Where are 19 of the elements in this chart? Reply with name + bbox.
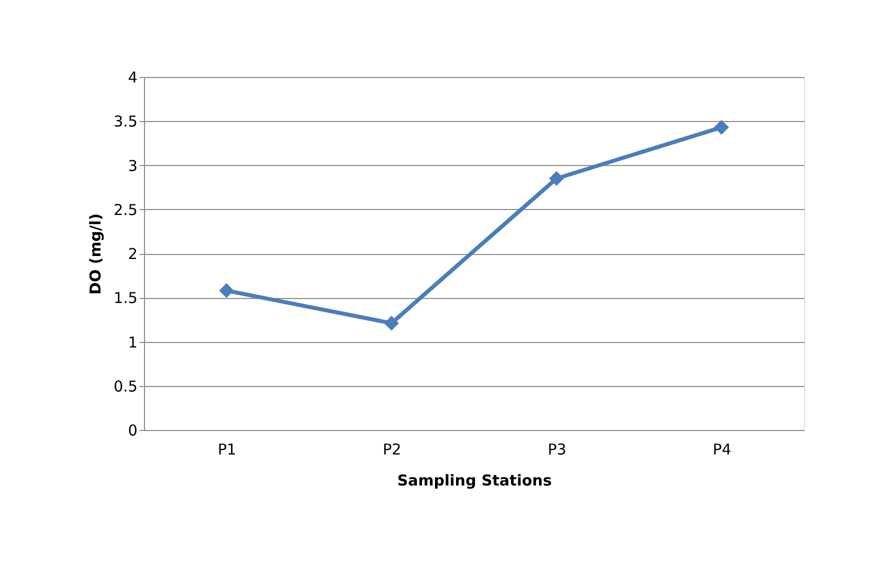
y-tick-label: 1.5: [114, 289, 138, 308]
y-axis-title: DO (mg/l): [86, 213, 105, 295]
point: [384, 316, 399, 331]
y-tick-label: 0: [128, 422, 138, 440]
y-tick-label: 1: [128, 333, 138, 352]
x-axis-title: Sampling Stations: [397, 472, 552, 490]
x-tick-label: P1: [218, 440, 236, 458]
y-tick-label: 2.5: [114, 200, 138, 219]
x-tick-label: P4: [712, 440, 732, 458]
x-tick-label: P3: [548, 440, 566, 458]
y-tick-label: 0.5: [114, 377, 138, 396]
point: [714, 120, 729, 135]
point: [219, 283, 234, 298]
x-tick-label: P2: [382, 440, 402, 458]
y-tick-label: 2: [128, 245, 138, 263]
y-tick-label: 3.5: [114, 112, 138, 131]
point: [549, 171, 564, 186]
y-tick-label: 3: [128, 156, 138, 175]
y-tick-label: 4: [128, 68, 138, 86]
